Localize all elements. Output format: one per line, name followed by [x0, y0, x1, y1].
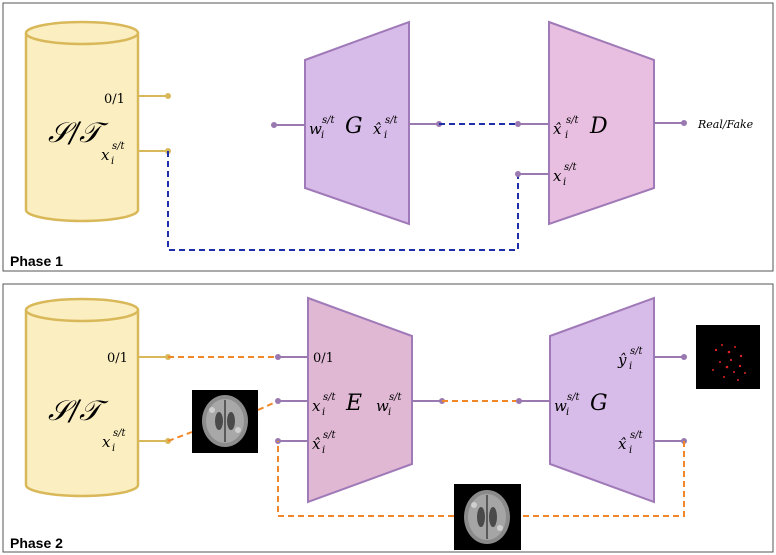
phase2-dataset-port-bottom-sup: s/t — [113, 428, 127, 439]
phase1-discriminator-output-node — [681, 120, 687, 126]
phase1-discriminator-in-top-sup: s/t — [566, 115, 580, 126]
segmentation-output-image — [696, 325, 760, 389]
phase1-discriminator-output-label: Real/Fake — [697, 118, 754, 131]
brain-mri-input-image — [192, 390, 258, 453]
phase2-dataset-port-bottom: x — [102, 433, 111, 451]
phase1-dataset-port-bottom-sup: s/t — [112, 141, 126, 152]
phase2-generator-in: w — [554, 397, 567, 415]
phase2-generator-input-node — [516, 398, 522, 404]
brain-mri-reconstruction-image — [454, 484, 521, 550]
phase1-generator-out-sup: s/t — [385, 115, 399, 126]
phase1-discriminator-input-top-node — [515, 121, 521, 127]
phase2-input-path-b — [257, 400, 279, 411]
phase2-encoder-name: E — [345, 391, 362, 416]
phase1-dataset-port-bottom: x — [101, 146, 110, 164]
phase1-generator-in: w — [309, 120, 322, 138]
phase1-generator-out-sub: i — [384, 130, 387, 141]
phase1-discriminator-name: D — [589, 114, 608, 139]
phase1-generator-name: G — [345, 114, 363, 139]
phase2-encoder-in-mid-sub: i — [322, 407, 325, 418]
phase2-encoder-input-top-node — [275, 354, 281, 360]
phase2-generator-out-top-sup: s/t — [630, 346, 644, 357]
phase2-encoder-out-sub: i — [388, 407, 391, 418]
phase1-dataset-name: 𝒮/𝒯 — [48, 116, 109, 149]
phase2-reconstruction-path-a — [521, 441, 685, 517]
phase2-encoder-block — [307, 296, 413, 504]
phase1-generator-in-sub: i — [321, 130, 324, 141]
phase1-discriminator-in-top-sub: i — [565, 130, 568, 141]
phase2-encoder-in-top: 0/1 — [313, 351, 334, 366]
phase2-encoder-input-mid-node — [275, 398, 281, 404]
phase2-generator-in-sup: s/t — [567, 392, 581, 403]
phase2-frame — [2, 283, 774, 553]
phase2-encoder-in-mid-sup: s/t — [323, 392, 337, 403]
phase2-generator-block — [549, 296, 655, 504]
phase2-generator-out-bottom-sub: i — [629, 445, 632, 456]
phase2-generator-out-bottom-sup: s/t — [630, 430, 644, 441]
phase1-dataset-port-bottom-sub: i — [111, 156, 114, 167]
phase2-generator-out-top: ŷ — [617, 351, 627, 369]
phase1-generator-block — [304, 20, 410, 226]
phase2-generator-in-sub: i — [566, 407, 569, 418]
phase2-label: Phase 2 — [10, 535, 63, 551]
phase2-dataset-port-top: 0/1 — [107, 351, 128, 366]
phase2-reconstruction-path-b — [277, 441, 454, 517]
phase1-discriminator-in-top: x̂ — [553, 120, 562, 138]
phase2-encoder-out: w — [376, 397, 389, 415]
phase2-encoder-in-bottom-sub: i — [322, 445, 325, 456]
phase1-generator-input-node — [271, 122, 277, 128]
phase2-generator-name: G — [590, 391, 608, 416]
phase2-input-path-a — [167, 431, 193, 442]
phase2-generator-out-bottom: x̂ — [618, 435, 627, 453]
phase1-generator-out: x̂ — [373, 120, 382, 138]
phase2-dataset-name: 𝒮/𝒯 — [48, 394, 109, 427]
phase1-discriminator-input-bottom-node — [515, 171, 521, 177]
phase1-dataset-port-top: 0/1 — [104, 92, 125, 107]
phase2-encoder-in-bottom-sup: s/t — [323, 430, 337, 441]
phase2-dataset-cylinder — [24, 297, 140, 498]
phase1-discriminator-in-bottom-sub: i — [563, 177, 566, 188]
phase1-dataset-cylinder — [24, 20, 140, 223]
phase2-encoder-in-bottom: x̂ — [312, 435, 321, 453]
phase2-dataset-port-bottom-sub: i — [112, 443, 115, 454]
phase1-discriminator-block — [548, 20, 655, 226]
phase1-discriminator-in-bottom-sup: s/t — [564, 162, 578, 173]
phase1-dataset-port-top-node — [165, 93, 171, 99]
phase1-discriminator-in-bottom: x — [553, 167, 562, 185]
phase2-generator-out-top-sub: i — [629, 361, 632, 372]
phase2-encoder-out-sup: s/t — [389, 392, 403, 403]
phase1-label: Phase 1 — [10, 253, 63, 269]
phase2-generator-output-top-node — [681, 354, 687, 360]
phase2-encoder-in-mid: x — [312, 397, 321, 415]
phase1-generator-in-sup: s/t — [322, 115, 336, 126]
phase1-real-path — [167, 151, 519, 251]
phase1-frame — [2, 2, 774, 272]
